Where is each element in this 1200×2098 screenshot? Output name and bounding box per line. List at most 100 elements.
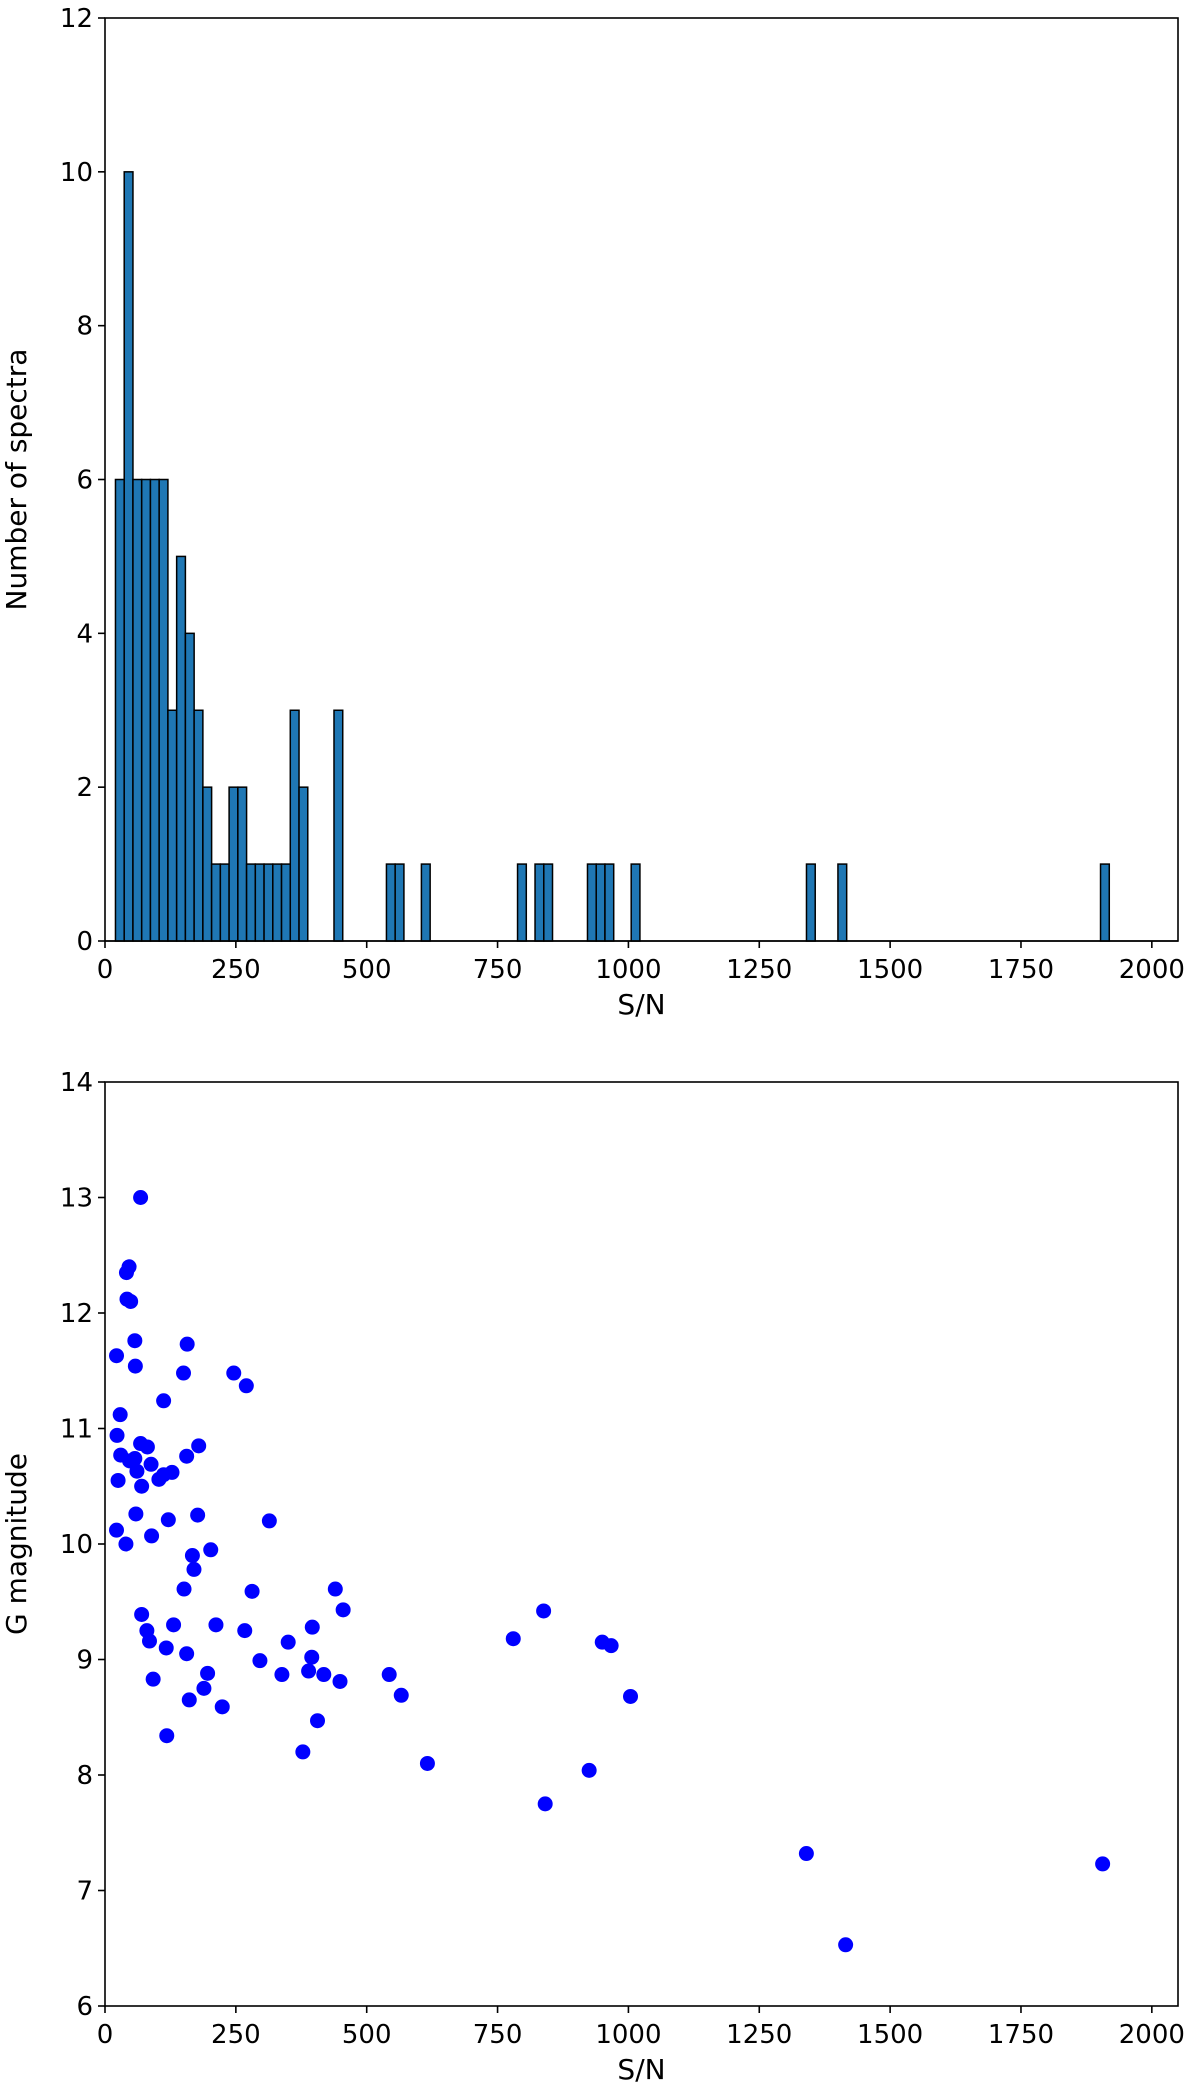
scatter-axes-frame [104, 1081, 1179, 2007]
scatter-y-tick-label: 12 [60, 1299, 93, 1329]
scatter-point [141, 1633, 157, 1649]
scatter-point [304, 1649, 320, 1665]
histogram-bar [595, 863, 606, 942]
scatter-point [280, 1634, 296, 1650]
scatter-point [156, 1393, 172, 1409]
histogram-bar [604, 863, 615, 942]
scatter-point [798, 1846, 814, 1862]
scatter-point [332, 1673, 348, 1689]
scatter-point [301, 1663, 317, 1679]
histogram-bar [140, 478, 152, 942]
histogram-bar [228, 786, 239, 942]
scatter-point [237, 1623, 253, 1639]
scatter-point [184, 1548, 200, 1564]
scatter-point [838, 1937, 854, 1953]
histogram-bar [289, 709, 300, 942]
histogram-bar [158, 478, 169, 942]
scatter-point [226, 1365, 242, 1381]
scatter-point [537, 1796, 553, 1812]
hist-x-tick-label: 250 [211, 955, 261, 985]
scatter-point [109, 1348, 125, 1364]
histogram-bar [254, 863, 265, 942]
scatter-y-tick-label: 6 [76, 1992, 93, 2022]
histogram-bar [534, 863, 545, 942]
scatter-point [179, 1448, 195, 1464]
scatter-point [179, 1646, 195, 1662]
scatter-point [118, 1265, 134, 1281]
hist-y-tick-label: 0 [76, 927, 93, 957]
scatter-point [133, 1190, 149, 1205]
scatter-point [623, 1688, 639, 1704]
scatter-point [536, 1603, 552, 1619]
scatter-point [158, 1640, 174, 1656]
scatter-point [127, 1358, 143, 1374]
scatter-y-tick-label: 7 [76, 1877, 93, 1907]
hist-x-tick-label: 1500 [857, 955, 923, 985]
scatter-point [295, 1744, 311, 1760]
scatter-x-tick-label: 750 [473, 2020, 523, 2050]
scatter-point [190, 1507, 206, 1523]
scatter-point [127, 1333, 143, 1349]
scatter-point [143, 1456, 159, 1472]
scatter-point [127, 1451, 143, 1467]
hist-axes-frame [104, 17, 1179, 942]
scatter-point [176, 1365, 192, 1381]
scatter-point [128, 1506, 144, 1522]
hist-x-tick-label: 1250 [726, 955, 792, 985]
hist-y-tick-label: 12 [60, 4, 93, 34]
scatter-point [316, 1667, 332, 1683]
scatter-point [109, 1427, 125, 1443]
scatter-y-tick-label: 11 [60, 1415, 93, 1445]
scatter-point [1095, 1856, 1111, 1872]
scatter-point [252, 1653, 268, 1669]
scatter-point [200, 1665, 216, 1681]
hist-y-tick-label: 8 [76, 312, 93, 342]
histogram-bar [184, 632, 195, 942]
scatter-point [327, 1581, 343, 1597]
histogram-bar [298, 786, 309, 942]
histogram-bar [272, 863, 283, 942]
scatter-point [419, 1755, 435, 1771]
histogram-panel: 0 250 500 750 1000 1250 1500 1750 2000 0 2 4 6 8 10 12 S… [0, 4, 1185, 1021]
histogram-bar [543, 863, 554, 942]
histogram-bar [394, 863, 405, 942]
scatter-point [181, 1692, 197, 1708]
hist-x-axis-label: S/N [617, 988, 665, 1021]
scatter-points [109, 1190, 1111, 1953]
scatter-point [159, 1728, 175, 1744]
scatter-point [208, 1617, 224, 1633]
scatter-point [238, 1378, 254, 1394]
histogram-bar [245, 863, 257, 942]
scatter-point [109, 1522, 125, 1538]
histogram-bars [114, 171, 1111, 942]
histogram-bar [805, 863, 816, 942]
scatter-point [191, 1438, 207, 1454]
scatter-point [203, 1542, 219, 1558]
scatter-y-axis-label: G magnitude [0, 1453, 33, 1635]
hist-x-tick-label: 1000 [595, 955, 661, 985]
hist-y-axis-label: Number of spectra [0, 349, 33, 611]
scatter-point [160, 1512, 176, 1528]
hist-y-tick-label: 2 [76, 773, 93, 803]
scatter-point [186, 1561, 202, 1577]
histogram-bar [837, 863, 848, 942]
histogram-bar [333, 709, 344, 942]
scatter-point [123, 1293, 139, 1309]
histogram-bar [586, 863, 597, 942]
histogram-bar [210, 863, 222, 942]
scatter-x-tick-label: 250 [211, 2020, 261, 2050]
hist-x-tick-label: 750 [473, 955, 523, 985]
scatter-point [134, 1478, 150, 1494]
scatter-y-tick-label: 8 [76, 1761, 93, 1791]
scatter-panel: 0 250 500 750 1000 1250 1500 1750 2000 6 7 8 9 10 11 12… [0, 1068, 1185, 2086]
scatter-point [144, 1528, 160, 1544]
hist-y-tick-label: 4 [76, 619, 93, 649]
scatter-point [129, 1463, 145, 1479]
histogram-bar [630, 863, 641, 942]
scatter-point [381, 1667, 397, 1683]
hist-y-tick-label: 6 [76, 466, 93, 496]
scatter-point [166, 1617, 182, 1633]
scatter-x-tick-label: 2000 [1119, 2020, 1185, 2050]
scatter-point [179, 1336, 195, 1352]
